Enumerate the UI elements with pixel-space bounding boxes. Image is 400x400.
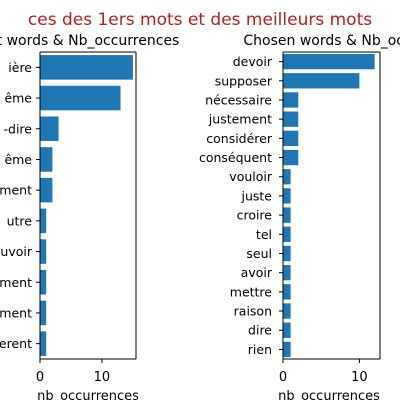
- right-category-label: juste: [241, 188, 273, 203]
- left-bar: [40, 55, 133, 80]
- right-bar: [283, 169, 291, 185]
- right-bar: [283, 245, 291, 262]
- right-category-label: nécessaire: [205, 92, 272, 107]
- right-category-label: conséquent: [199, 150, 272, 165]
- figure-suptitle: ces des 1ers mots et des meilleurs mots: [28, 10, 372, 30]
- left-x-axis-label: nb_occurrences: [37, 389, 139, 400]
- left-category-label: ment: [0, 275, 32, 290]
- right-bar: [283, 341, 291, 358]
- left-category-label: ière: [8, 60, 32, 75]
- right-bar: [283, 111, 299, 127]
- right-category-label: supposer: [215, 73, 273, 88]
- left-category-label: ême: [4, 91, 32, 106]
- left-category-label: ment: [0, 305, 32, 320]
- left-bar: [40, 177, 53, 203]
- right-category-label: rien: [248, 342, 272, 357]
- right-category-label: considérer: [206, 131, 273, 146]
- right-bar: [283, 73, 360, 89]
- right-x-tick-label: 10: [351, 370, 368, 385]
- left-bar: [40, 239, 47, 264]
- right-bar: [283, 188, 291, 204]
- left-category-label: uvoir: [0, 244, 32, 259]
- right-category-label: avoir: [241, 265, 273, 280]
- right-category-label: seul: [246, 246, 272, 261]
- right-bar: [283, 303, 291, 319]
- left-category-label: utre: [7, 213, 33, 228]
- right-category-label: dire: [248, 323, 272, 338]
- left-bar: [40, 147, 53, 172]
- left-category-label: -dire: [4, 121, 33, 136]
- right-bar: [283, 92, 299, 108]
- left-bar: [40, 208, 47, 234]
- left-bar: [40, 269, 47, 295]
- right-category-label: croire: [237, 208, 273, 223]
- right-category-label: vouloir: [229, 169, 273, 184]
- left-category-label: ment: [0, 183, 32, 198]
- right-bar: [283, 226, 291, 242]
- left-x-tick-label: 10: [94, 370, 111, 385]
- left-bar: [40, 331, 47, 356]
- left-category-label: erent: [0, 336, 32, 351]
- right-category-label: devoir: [233, 54, 273, 69]
- right-bar: [283, 53, 375, 70]
- right-category-label: mettre: [230, 284, 273, 299]
- left-chart-panel: t words & Nb_occurrences ière ême -dire ême m…: [0, 33, 179, 400]
- right-category-label: tel: [256, 227, 272, 242]
- right-category-label: raison: [234, 304, 272, 319]
- right-bar: [283, 322, 291, 338]
- right-chart-title: Chosen words & Nb_occu: [243, 33, 400, 49]
- left-chart-title: t words & Nb_occurrences: [0, 33, 179, 49]
- right-category-label: justement: [208, 112, 272, 127]
- left-category-label: ême: [4, 152, 32, 167]
- right-bar: [283, 130, 299, 147]
- left-bar: [40, 116, 59, 142]
- right-bar: [283, 149, 299, 166]
- left-x-tick-label: 0: [36, 370, 44, 385]
- left-bar: [40, 300, 47, 326]
- right-x-tick-label: 0: [279, 370, 287, 385]
- right-x-axis-label: nb_occurrences: [278, 389, 380, 400]
- right-bar: [283, 264, 291, 281]
- right-chart-panel: Chosen words & Nb_occudevoir supposer néce…: [199, 33, 400, 400]
- right-bar: [283, 284, 291, 300]
- right-bar: [283, 207, 291, 223]
- left-bar: [40, 85, 121, 111]
